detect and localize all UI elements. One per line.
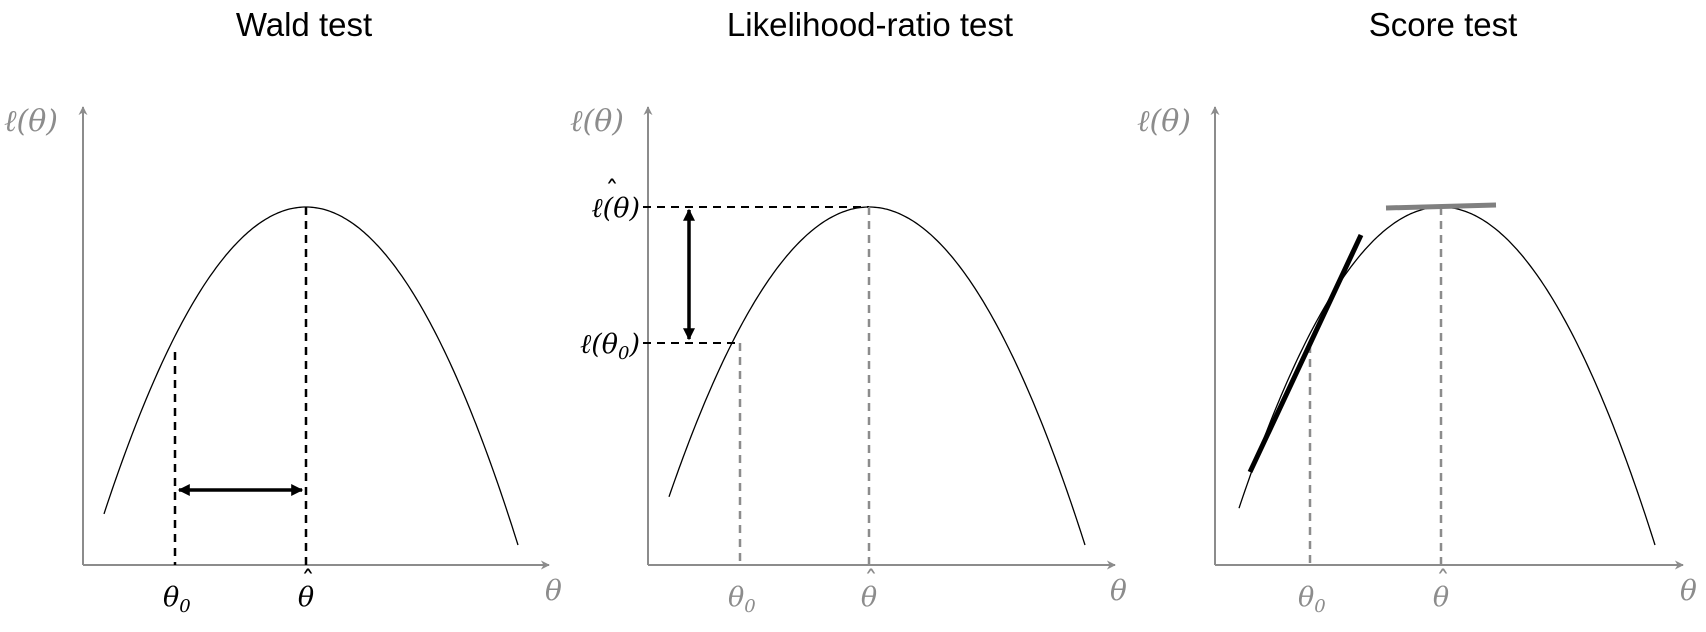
wald-panel: Wald test ℓ(θ) θ θ0 θ ˆ: [4, 6, 562, 617]
y-axis-label: ℓ(θ): [4, 104, 58, 139]
svg-text:θ: θ: [298, 582, 314, 613]
svg-text:ˆ: ˆ: [864, 566, 878, 597]
score-tangent-line: [1247, 233, 1364, 474]
theta0-likelihood-level-label: ℓ(θ0): [580, 329, 640, 364]
svg-text:ℓ(θ): ℓ(θ): [591, 193, 640, 224]
x-axis-label: θ: [1680, 574, 1697, 607]
svg-text:θ: θ: [861, 582, 877, 613]
svg-text:θ: θ: [1433, 582, 1449, 613]
theta0-tick-label: θ0: [163, 582, 191, 617]
svg-text:ˆ: ˆ: [605, 176, 619, 207]
panel-title: Score test: [1369, 6, 1518, 43]
thetahat-tick-label: θ ˆ: [298, 566, 315, 613]
thetahat-tick-label: θ ˆ: [1433, 566, 1450, 613]
y-axis-label: ℓ(θ): [570, 104, 624, 139]
likelihood-ratio-panel: Likelihood-ratio test ℓ(θ) θ ℓ(θ) ˆ ℓ(θ0…: [570, 6, 1127, 617]
panel-title: Likelihood-ratio test: [727, 6, 1013, 43]
x-axis-label: θ: [1110, 574, 1127, 607]
flat-tangent-line: [1385, 202, 1497, 211]
theta0-tick-label: θ0: [728, 582, 756, 617]
panel-title: Wald test: [236, 6, 372, 43]
theta0-tick-label: θ0: [1298, 582, 1326, 617]
likelihood-curve: [103, 206, 519, 546]
max-likelihood-level-label: ℓ(θ) ˆ: [591, 176, 640, 224]
svg-text:ˆ: ˆ: [1436, 566, 1450, 597]
thetahat-tick-label: θ ˆ: [861, 566, 878, 613]
likelihood-curve: [668, 206, 1086, 546]
score-panel: Score test ℓ(θ) θ θ0 θ ˆ: [1137, 6, 1697, 617]
svg-text:ˆ: ˆ: [301, 566, 315, 597]
y-axis-label: ℓ(θ): [1137, 104, 1191, 139]
likelihood-curve: [1238, 206, 1656, 546]
x-axis-label: θ: [545, 574, 562, 607]
